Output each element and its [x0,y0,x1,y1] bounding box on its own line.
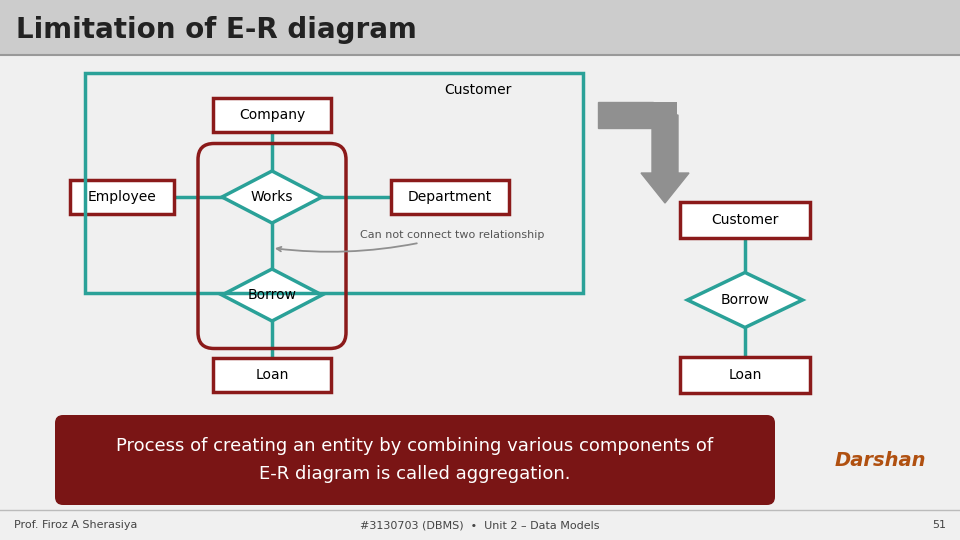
Text: Loan: Loan [729,368,761,382]
Text: Prof. Firoz A Sherasiya: Prof. Firoz A Sherasiya [14,520,137,530]
Text: Limitation of E-R diagram: Limitation of E-R diagram [16,16,417,44]
Text: Department: Department [408,190,492,204]
Text: Employee: Employee [87,190,156,204]
FancyBboxPatch shape [651,102,677,128]
Polygon shape [222,269,322,321]
Text: #3130703 (DBMS)  •  Unit 2 – Data Models: #3130703 (DBMS) • Unit 2 – Data Models [360,520,600,530]
FancyBboxPatch shape [213,358,331,392]
Text: Darshan: Darshan [834,450,925,469]
FancyBboxPatch shape [0,0,960,55]
Text: Can not connect two relationship: Can not connect two relationship [276,230,544,252]
FancyBboxPatch shape [55,415,775,505]
FancyArrow shape [641,115,689,203]
Text: Borrow: Borrow [248,288,297,302]
Text: Company: Company [239,108,305,122]
FancyBboxPatch shape [680,202,810,238]
FancyBboxPatch shape [680,357,810,393]
Text: Works: Works [251,190,293,204]
Text: Borrow: Borrow [721,293,770,307]
Polygon shape [687,273,803,327]
FancyArrow shape [598,102,653,128]
Text: Loan: Loan [255,368,289,382]
Text: Customer: Customer [711,213,779,227]
Polygon shape [222,171,322,223]
Text: Customer: Customer [444,83,512,97]
FancyBboxPatch shape [391,180,509,214]
Text: Process of creating an entity by combining various components of
E-R diagram is : Process of creating an entity by combini… [116,437,713,483]
Text: 51: 51 [932,520,946,530]
FancyBboxPatch shape [213,98,331,132]
FancyBboxPatch shape [70,180,174,214]
